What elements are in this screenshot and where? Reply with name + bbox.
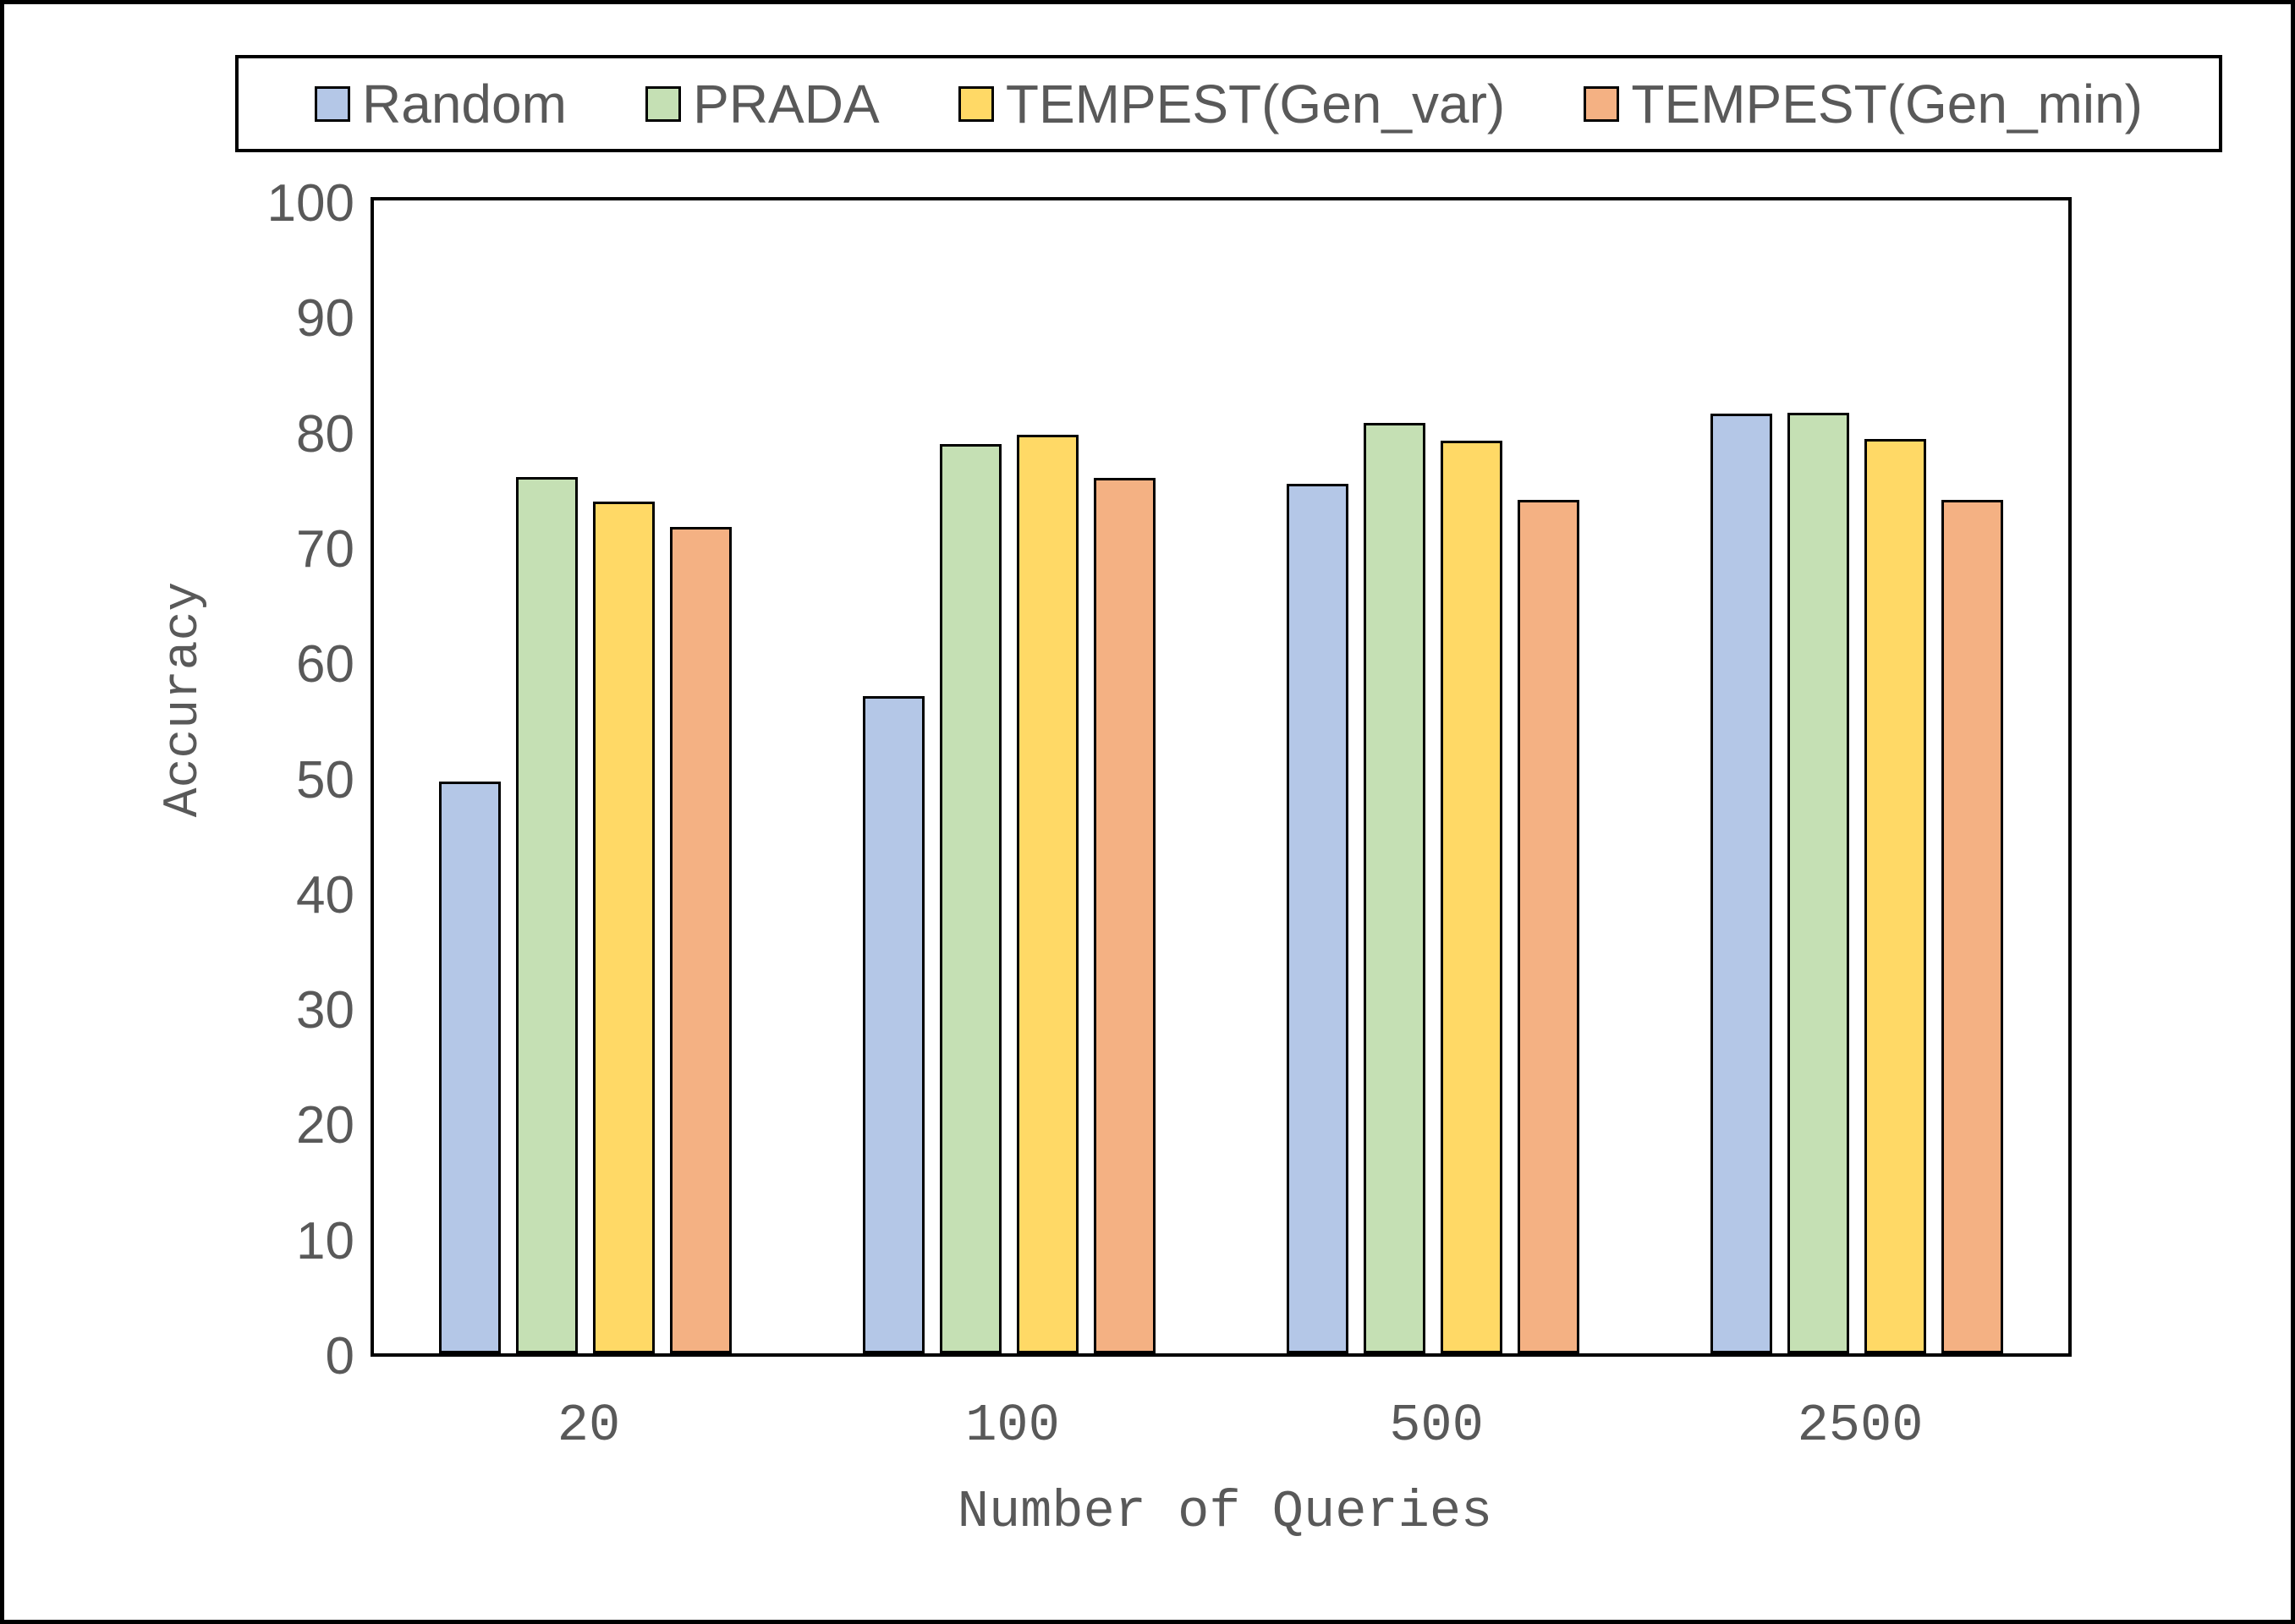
legend-item-2: PRADA bbox=[645, 73, 880, 135]
bar-Random-20 bbox=[439, 782, 501, 1353]
bar-TEMPEST(Gen_var)-100 bbox=[1017, 435, 1079, 1353]
bar-TEMPEST(Gen_var)-20 bbox=[593, 502, 655, 1353]
x-axis-ticks: 20 100 500 2500 bbox=[4, 4, 2291, 1620]
y-tick-label-100: 100 bbox=[266, 174, 354, 233]
legend-label: PRADA bbox=[693, 73, 880, 134]
bar-PRADA-500 bbox=[1364, 423, 1425, 1353]
legend-swatch-icon bbox=[1584, 85, 1620, 122]
bar-Random-100 bbox=[863, 696, 925, 1353]
y-tick-label-80: 80 bbox=[296, 405, 354, 464]
legend-item-4: TEMPEST(Gen_min) bbox=[1584, 73, 2143, 135]
x-tick-label-2500: 2500 bbox=[1797, 1396, 1924, 1456]
bar-TEMPEST(Gen_var)-500 bbox=[1441, 441, 1502, 1353]
bar-PRADA-100 bbox=[940, 444, 1002, 1353]
x-tick-label-20: 20 bbox=[557, 1396, 621, 1456]
x-axis-title: Number of Queries bbox=[957, 1482, 1493, 1542]
x-tick-label-100: 100 bbox=[965, 1396, 1060, 1456]
legend-swatch-icon bbox=[315, 85, 350, 122]
legend-label: TEMPEST(Gen_var) bbox=[1005, 73, 1506, 134]
y-tick-label-70: 70 bbox=[296, 520, 354, 579]
y-tick-label-30: 30 bbox=[296, 981, 354, 1040]
x-tick-label-500: 500 bbox=[1389, 1396, 1484, 1456]
legend-item-3: TEMPEST(Gen_var) bbox=[958, 73, 1505, 135]
y-tick-label-20: 20 bbox=[296, 1096, 354, 1155]
bar-TEMPEST(Gen_min)-20 bbox=[670, 527, 732, 1353]
plot-area bbox=[371, 197, 2072, 1357]
bar-TEMPEST(Gen_min)-500 bbox=[1518, 500, 1579, 1353]
bar-Random-500 bbox=[1287, 484, 1348, 1353]
y-axis-ticks: 0 10 20 30 40 50 60 70 80 90 100 bbox=[4, 4, 354, 1620]
legend: Random PRADA TEMPEST(Gen_var) TEMPEST(Gen_m… bbox=[235, 55, 2222, 152]
legend-label: TEMPEST(Gen_min) bbox=[1631, 73, 2143, 134]
y-tick-label-90: 90 bbox=[296, 289, 354, 348]
legend-swatch-icon bbox=[645, 85, 682, 122]
bar-PRADA-2500 bbox=[1787, 413, 1849, 1353]
legend-swatch-icon bbox=[958, 85, 994, 122]
bar-PRADA-20 bbox=[516, 477, 578, 1353]
y-tick-label-60: 60 bbox=[296, 635, 354, 694]
bar-TEMPEST(Gen_var)-2500 bbox=[1864, 439, 1926, 1353]
y-tick-label-0: 0 bbox=[325, 1327, 354, 1385]
bar-TEMPEST(Gen_min)-2500 bbox=[1941, 500, 2003, 1353]
legend-label: Random bbox=[362, 73, 567, 134]
y-tick-label-50: 50 bbox=[296, 751, 354, 809]
legend-item-1: Random bbox=[315, 73, 567, 135]
y-tick-label-10: 10 bbox=[296, 1212, 354, 1270]
bars-layer bbox=[374, 200, 2068, 1353]
y-tick-label-40: 40 bbox=[296, 866, 354, 924]
bar-TEMPEST(Gen_min)-100 bbox=[1094, 478, 1156, 1353]
bar-Random-2500 bbox=[1710, 414, 1772, 1353]
